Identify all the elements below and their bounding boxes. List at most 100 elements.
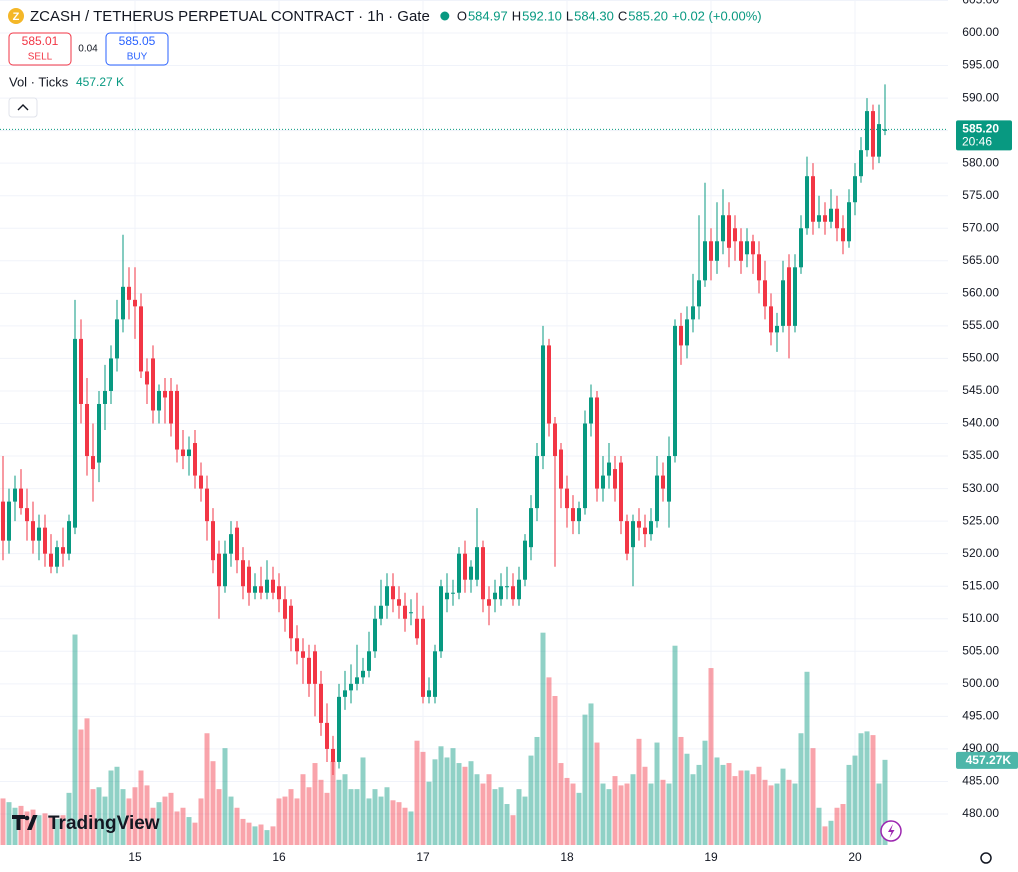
candle-body: [847, 202, 851, 242]
candle-body: [169, 390, 173, 424]
volume-bar: [816, 807, 822, 845]
collapse-icon[interactable]: [17, 104, 29, 111]
y-tick-label: 580.00: [962, 155, 999, 169]
candle-body: [631, 521, 635, 548]
legend-value: 592.10: [522, 8, 562, 23]
candle-body: [691, 306, 695, 320]
volume-bar: [876, 783, 882, 845]
candle-body: [319, 683, 323, 723]
candle-body: [877, 124, 881, 157]
candle-body: [601, 475, 605, 489]
volume-bar: [552, 696, 558, 845]
candle-body: [229, 534, 233, 554]
candle-body: [355, 677, 359, 684]
buy-price[interactable]: 585.05: [119, 34, 156, 48]
volume-bar: [42, 813, 48, 845]
candle-body: [547, 345, 551, 424]
candle-body: [415, 618, 419, 639]
y-tick-label: 600.00: [962, 25, 999, 39]
candle-body: [571, 508, 575, 522]
candle-body: [871, 111, 875, 157]
volume-bar: [882, 759, 888, 845]
buy-label[interactable]: BUY: [127, 52, 148, 63]
candle-body: [361, 670, 365, 678]
candle-body: [79, 338, 83, 404]
volume-bar: [210, 761, 216, 845]
volume-bar: [384, 787, 390, 845]
volume-bar: [180, 807, 186, 845]
candle-body: [661, 475, 665, 489]
lightning-icon[interactable]: [888, 824, 895, 838]
y-tick-label: 525.00: [962, 513, 999, 527]
legend-key: C: [618, 8, 627, 23]
candle-body: [463, 553, 467, 580]
candle-body: [451, 592, 455, 594]
candle-body: [55, 547, 59, 567]
volume-bar: [750, 774, 756, 845]
volume-bar: [498, 787, 504, 845]
volume-bar: [372, 789, 378, 845]
candle-body: [835, 208, 839, 229]
candle-body: [595, 397, 599, 489]
candle-body: [781, 280, 785, 326]
candle-body: [841, 228, 845, 242]
volume-bar: [378, 796, 384, 845]
volume-bar: [300, 774, 306, 845]
candle-body: [325, 722, 329, 749]
candle-body: [337, 696, 341, 762]
volume-bar: [828, 820, 834, 845]
candle-body: [433, 651, 437, 697]
volume-bar: [642, 766, 648, 845]
countdown: 20:46: [962, 134, 992, 148]
candle-body: [721, 215, 725, 242]
candle-body: [703, 241, 707, 281]
volume-bar: [150, 807, 156, 845]
candle-body: [805, 176, 809, 229]
candle-body: [745, 241, 749, 255]
buy-button[interactable]: [105, 32, 169, 66]
x-tick-label: 19: [704, 850, 718, 864]
volume-bar: [630, 774, 636, 845]
candle-body: [529, 508, 533, 548]
volume-bar: [558, 763, 564, 845]
candle-body: [61, 547, 65, 554]
volume-bar: [30, 809, 36, 845]
volume-bar: [60, 815, 66, 845]
volume-bar: [696, 764, 702, 845]
y-tick-label: 605.00: [962, 0, 999, 7]
y-tick-label: 575.00: [962, 188, 999, 202]
volume-bar: [768, 785, 774, 845]
candle-body: [373, 618, 377, 652]
settings-icon[interactable]: [980, 852, 992, 864]
volume-bar: [228, 796, 234, 845]
candle-body: [613, 469, 617, 489]
y-tick-label: 490.00: [962, 741, 999, 755]
candle-body: [385, 586, 389, 606]
volume-bar: [36, 815, 42, 845]
volume-bar: [264, 830, 270, 845]
volume-bar: [624, 783, 630, 845]
y-tick-label: 500.00: [962, 676, 999, 690]
volume-bar: [582, 714, 588, 845]
legend-change: +0.02 (+0.00%): [672, 8, 762, 23]
volume-bar: [270, 826, 276, 845]
last-price-box: [956, 120, 1012, 151]
volume-bar: [756, 766, 762, 845]
candle-body: [655, 475, 659, 522]
legend-value: 584.30: [574, 8, 614, 23]
volume-bar: [342, 774, 348, 845]
candle-body: [115, 319, 119, 359]
sell-button[interactable]: [8, 32, 72, 66]
sell-label[interactable]: SELL: [28, 52, 53, 63]
volume-bar: [90, 789, 96, 845]
legend-value: 584.97: [468, 8, 508, 23]
volume-bar: [474, 774, 480, 845]
collapse-button[interactable]: [8, 97, 38, 118]
sell-price[interactable]: 585.01: [22, 34, 59, 48]
volume-bar: [258, 824, 264, 845]
candle-body: [7, 501, 11, 541]
volume-bar: [612, 776, 618, 845]
candle-body: [637, 521, 641, 528]
candle-body: [181, 449, 185, 457]
volume-bar: [702, 740, 708, 845]
